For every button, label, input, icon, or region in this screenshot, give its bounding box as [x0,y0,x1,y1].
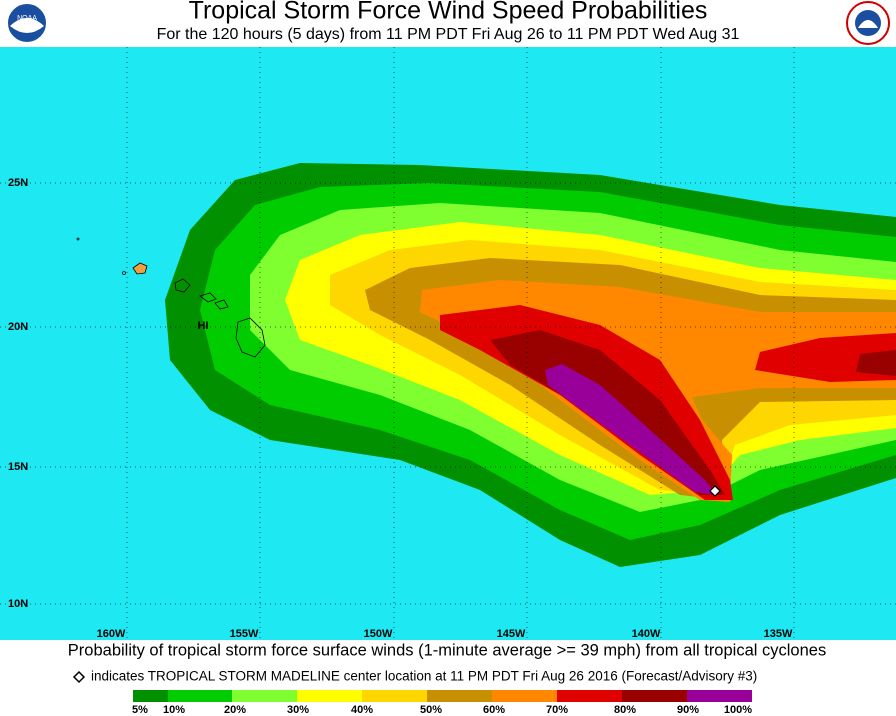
contour-80-east [856,350,896,376]
longitude-label: 150W [364,628,393,640]
legend-label: 60% [483,704,505,716]
legend-label: 40% [351,704,373,716]
longitude-label: 160W [97,628,126,640]
latitude-label: 25N [8,177,28,189]
legend-label: 10% [163,704,185,716]
legend-swatch [427,690,492,702]
marker-note: indicates TROPICAL STORM MADELINE center… [91,669,757,684]
place-label: HI [198,320,209,332]
legend-swatch [297,690,362,702]
hawaii-islands [76,237,266,358]
legend: 5% 10% 20% 30% 40% 50% 60% 70% 80% 90% 100% [132,690,752,716]
svg-text:NOAA: NOAA [17,15,37,22]
map: HI 25N 20N 15N 10N 160W 155W 150W 145W 140W 135W [0,47,896,640]
legend-label: 50% [420,704,442,716]
latitude-label: 20N [8,321,28,333]
caption: Probability of tropical storm force surf… [68,641,826,659]
title: Tropical Storm Force Wind Speed Probabil… [189,0,708,25]
legend-swatch [687,690,752,702]
legend-label: 5% [132,704,148,716]
storm-center [709,485,721,497]
longitude-label: 135W [764,628,793,640]
nws-logo [846,1,890,45]
longitude-label: 155W [230,628,259,640]
latitude-label: 15N [8,461,28,473]
legend-swatch [492,690,557,702]
legend-label: 100% [724,704,752,716]
legend-label: 30% [287,704,309,716]
legend-swatch [133,690,168,702]
noaa-logo: NOAA [6,2,48,44]
latitude-label: 10N [8,598,28,610]
legend-swatch [168,690,232,702]
legend-swatch [622,690,687,702]
longitude-labels: 160W 155W 150W 145W 140W 135W [97,628,793,640]
marker-symbol [72,670,86,684]
contour-90 [545,364,716,495]
latitude-labels: 25N 20N 15N 10N [8,177,28,610]
legend-label: 80% [614,704,636,716]
legend-label: 70% [546,704,568,716]
subtitle: For the 120 hours (5 days) from 11 PM PD… [157,26,740,43]
legend-swatch [232,690,297,702]
legend-swatch [557,690,622,702]
longitude-label: 140W [632,628,661,640]
legend-label: 20% [224,704,246,716]
longitude-label: 145W [497,628,526,640]
legend-label: 90% [677,704,699,716]
legend-swatch [362,690,427,702]
